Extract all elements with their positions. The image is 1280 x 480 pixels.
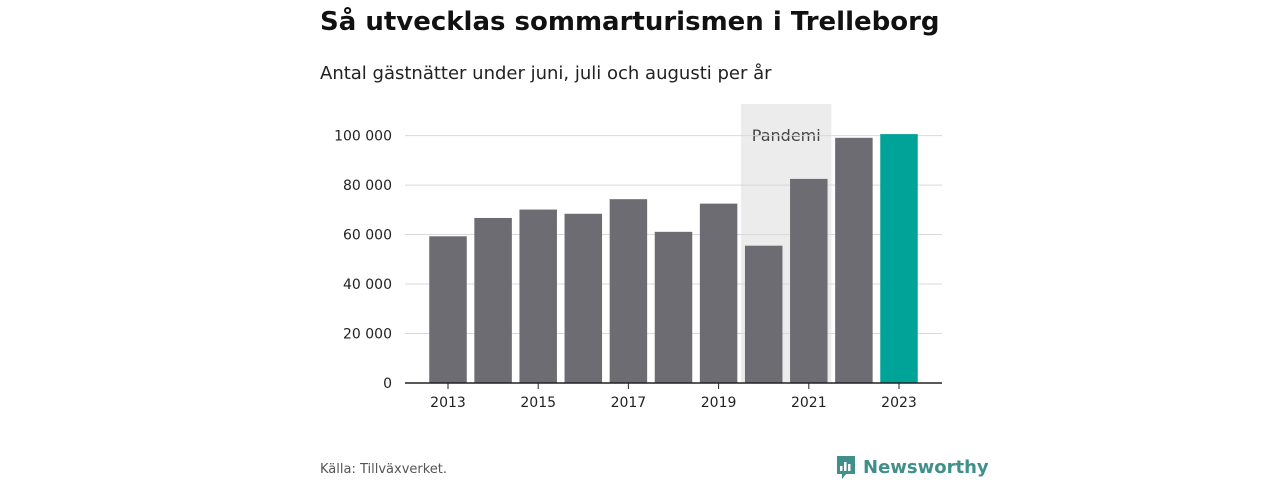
bar <box>519 209 557 383</box>
y-tick-label: 20 000 <box>343 327 392 343</box>
source-note: Källa: Tillväxverket. <box>320 462 448 477</box>
y-tick-label: 40 000 <box>343 277 392 293</box>
x-tick-label: 2021 <box>791 395 827 411</box>
tick-label-layer: 0 20 000 40 000 60 000 80 000 100 000 2013 2015… <box>334 129 917 411</box>
bar <box>564 213 603 383</box>
bar <box>429 236 467 383</box>
y-tick-label: 80 000 <box>343 178 392 194</box>
x-tick-label: 2023 <box>881 395 917 411</box>
bar-chart-speech-bubble-icon <box>837 456 855 479</box>
chart-title: Så utvecklas sommarturismen i Trelleborg <box>320 7 940 37</box>
bar <box>790 178 828 383</box>
chart-subtitle: Antal gästnätter under juni, juli och au… <box>320 63 772 84</box>
bar-layer <box>429 134 918 383</box>
x-tick-label: 2015 <box>520 395 556 411</box>
x-tick-label: 2017 <box>611 395 647 411</box>
bar <box>609 199 648 383</box>
x-tick-label: 2019 <box>701 395 737 411</box>
bar <box>474 217 512 383</box>
bar <box>699 203 738 383</box>
newsworthy-logo[interactable]: Newsworthy <box>835 454 989 480</box>
bar <box>835 137 873 383</box>
bar <box>744 245 783 383</box>
bar <box>654 231 693 383</box>
y-tick-label: 0 <box>383 376 392 392</box>
y-tick-label: 100 000 <box>334 129 392 145</box>
bar-highlight <box>880 134 918 383</box>
x-tick-label: 2013 <box>430 395 466 411</box>
axis-layer <box>405 382 942 389</box>
brand-name: Newsworthy <box>863 456 989 478</box>
y-tick-label: 60 000 <box>343 228 392 244</box>
